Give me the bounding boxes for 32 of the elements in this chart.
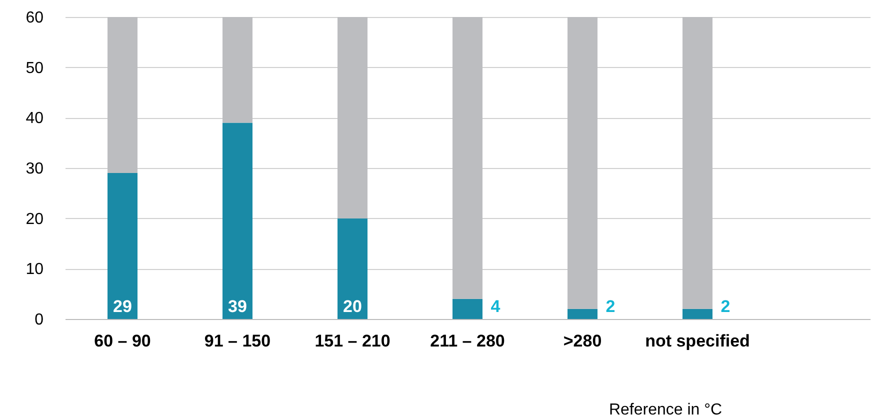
x-tick-label: not specified <box>645 332 750 350</box>
bar <box>682 17 712 309</box>
x-tick-label: 211 – 280 <box>430 332 505 350</box>
bar <box>452 17 482 299</box>
bar <box>222 122 252 319</box>
x-tick-label: >280 <box>563 332 602 350</box>
x-tick-label: 151 – 210 <box>314 332 390 350</box>
bar <box>222 17 252 123</box>
y-tick-label: 40 <box>26 110 44 128</box>
bar <box>568 308 598 319</box>
y-tick-label: 10 <box>26 261 44 278</box>
y-tick-label: 30 <box>26 160 44 178</box>
y-tick-label: 0 <box>34 312 44 328</box>
data-label: 2 <box>720 297 730 316</box>
bar <box>682 308 712 319</box>
data-label: 39 <box>228 297 247 316</box>
x-axis-title: Reference in °C <box>608 402 722 417</box>
data-label: 2 <box>606 297 616 316</box>
data-label: 4 <box>490 297 501 316</box>
x-tick-label: 60 – 90 <box>94 332 151 350</box>
y-tick-label: 20 <box>26 210 44 228</box>
bar <box>452 298 482 319</box>
x-tick-label: 91 – 150 <box>204 332 271 350</box>
y-tick-label: 60 <box>26 10 44 26</box>
bar <box>108 173 138 319</box>
data-label: 20 <box>343 297 362 316</box>
bar <box>338 17 368 218</box>
bar <box>568 17 598 309</box>
bar <box>338 218 368 319</box>
y-tick-label: 50 <box>26 60 44 77</box>
bar <box>108 17 138 174</box>
data-label: 29 <box>113 297 132 316</box>
